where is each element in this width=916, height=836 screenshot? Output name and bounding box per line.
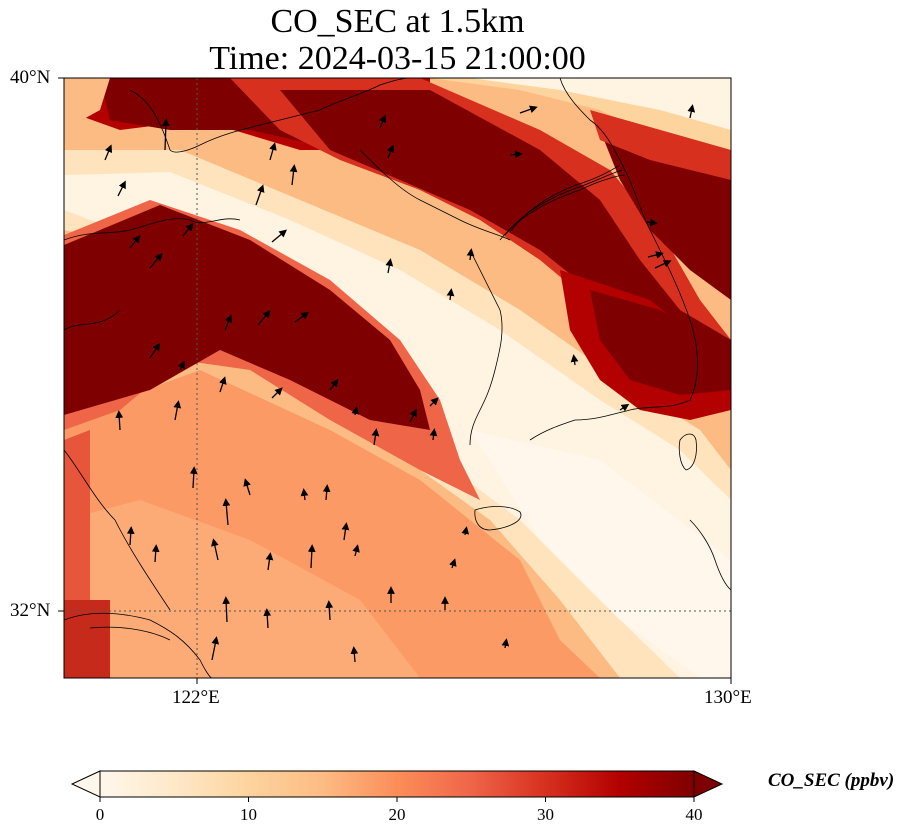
wind-arrow bbox=[257, 310, 271, 326]
wind-arrow bbox=[224, 314, 233, 331]
gridlines bbox=[64, 78, 731, 678]
wind-arrow bbox=[378, 114, 387, 129]
coastline bbox=[64, 78, 731, 678]
colorbar bbox=[70, 770, 724, 798]
wind-arrow bbox=[126, 526, 135, 546]
wind-arrow bbox=[149, 342, 161, 359]
colorbar-gradient bbox=[100, 771, 694, 797]
wind-arrow bbox=[429, 397, 439, 407]
wind-arrow bbox=[329, 378, 339, 391]
wind-arrow bbox=[385, 258, 394, 274]
colorbar-max-extension bbox=[693, 770, 724, 798]
colorbar-label: CO_SEC (ppbv) bbox=[768, 770, 895, 791]
wind-arrow bbox=[222, 498, 231, 526]
wind-arrow bbox=[386, 144, 395, 159]
wind-arrow bbox=[189, 466, 198, 489]
co-concentration-field bbox=[64, 78, 731, 678]
wind-arrow bbox=[325, 600, 334, 621]
wind-arrow bbox=[501, 638, 510, 649]
wind-arrow bbox=[222, 596, 231, 623]
wind-arrow bbox=[161, 118, 170, 151]
wind-arrow bbox=[466, 248, 475, 261]
colorbar-tick-label-0: 0 bbox=[95, 805, 105, 824]
wind-arrow bbox=[265, 552, 274, 571]
wind-arrow bbox=[461, 526, 470, 536]
wind-arrow bbox=[352, 544, 360, 557]
wind-arrow bbox=[294, 311, 310, 323]
wind-arrow bbox=[211, 538, 219, 561]
wind-arrow bbox=[570, 354, 579, 366]
wind-arrow bbox=[211, 636, 220, 661]
wind-arrow bbox=[149, 253, 163, 269]
map-frame bbox=[63, 77, 732, 679]
wind-arrow bbox=[322, 484, 331, 501]
wind-arrow bbox=[271, 387, 283, 399]
wind-arrow bbox=[255, 184, 265, 206]
ytick-label-40n: 40°N bbox=[10, 67, 51, 88]
wind-arrow bbox=[654, 260, 672, 269]
colorbar-tick-marks bbox=[99, 797, 695, 802]
map-title-line2: Time: 2024-03-15 21:00:00 bbox=[209, 40, 586, 77]
wind-arrow bbox=[509, 150, 523, 159]
wind-arrow bbox=[647, 251, 664, 259]
xtick-label-130e: 130°E bbox=[704, 687, 752, 708]
wind-arrow bbox=[243, 478, 251, 496]
wind-arrow bbox=[129, 234, 141, 249]
colorbar-tick-label-20: 20 bbox=[388, 805, 406, 824]
ytick-label-32n: 32°N bbox=[10, 600, 51, 621]
wind-vectors bbox=[104, 104, 696, 663]
wind-arrow bbox=[446, 288, 455, 301]
wind-arrow bbox=[289, 164, 298, 186]
wind-arrow bbox=[263, 608, 272, 629]
wind-arrow bbox=[371, 428, 380, 446]
wind-arrow bbox=[429, 428, 438, 441]
wind-arrow bbox=[269, 142, 277, 161]
colorbar-tick-label-30: 30 bbox=[537, 805, 554, 824]
wind-arrow bbox=[151, 544, 160, 563]
wind-arrow bbox=[271, 229, 287, 243]
colorbar-tick-label-10: 10 bbox=[240, 805, 257, 824]
wind-arrow bbox=[687, 104, 696, 119]
wind-arrow bbox=[449, 558, 457, 569]
wind-arrow bbox=[341, 522, 350, 541]
wind-arrow bbox=[177, 360, 185, 371]
wind-arrow bbox=[519, 105, 538, 114]
wind-arrow bbox=[300, 488, 309, 501]
wind-arrow bbox=[307, 544, 316, 569]
wind-arrow bbox=[350, 646, 359, 663]
wind-arrow bbox=[117, 180, 126, 197]
colorbar-min-extension bbox=[70, 770, 101, 798]
wind-arrow bbox=[219, 376, 227, 393]
wind-arrow bbox=[104, 144, 113, 161]
wind-arrow bbox=[409, 408, 417, 423]
wind-arrow bbox=[173, 400, 182, 421]
wind-arrow bbox=[646, 218, 658, 227]
wind-arrow bbox=[115, 410, 124, 431]
xtick-label-122e: 122°E bbox=[172, 687, 220, 708]
wind-arrow bbox=[182, 222, 194, 237]
wind-arrow bbox=[619, 403, 630, 412]
colorbar-tick-label-40: 40 bbox=[685, 805, 703, 824]
wind-arrow bbox=[351, 406, 360, 416]
map-title-line1: CO_SEC at 1.5km bbox=[270, 3, 525, 40]
